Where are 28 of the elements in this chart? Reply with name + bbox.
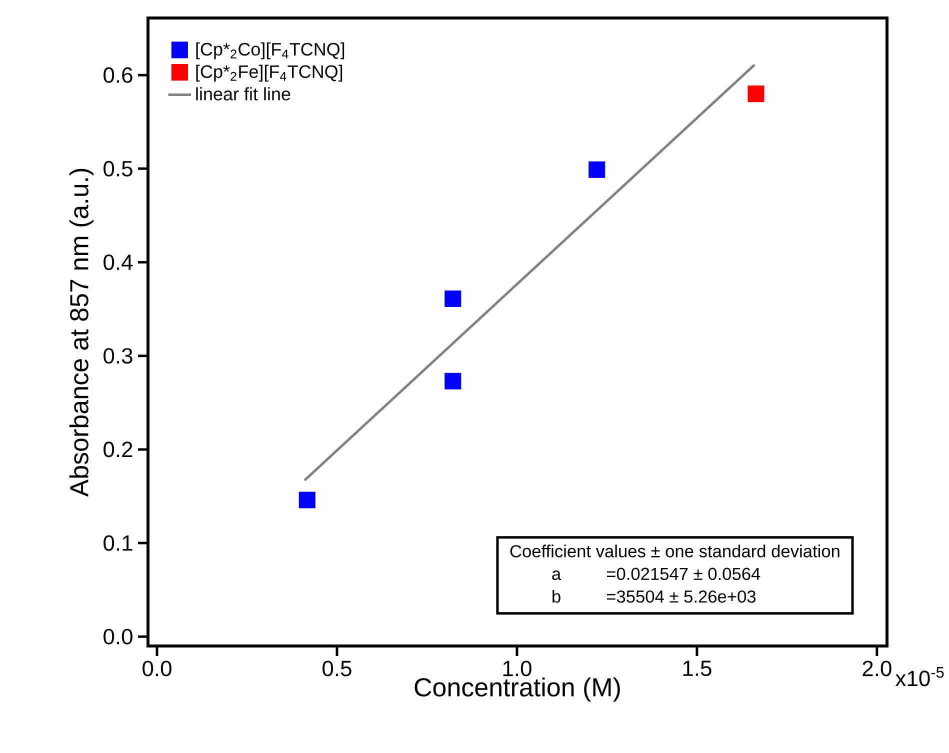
annotation: a bbox=[552, 570, 562, 580]
y-tick-label: 0.6 bbox=[104, 67, 132, 83]
y-tick-label: 0.1 bbox=[104, 535, 132, 551]
y-axis-title: Absorbance at 857 nm (a.u.) bbox=[69, 168, 94, 497]
annotation: =0.021547 ± 0.0564 bbox=[606, 568, 760, 580]
annotation: =35504 ± 5.26e+03 bbox=[606, 590, 756, 603]
point bbox=[298, 492, 316, 508]
x-tick-label: 0.0 bbox=[142, 660, 172, 676]
x-tick-label: 1.0 bbox=[503, 660, 532, 676]
y-tick-label: 0.4 bbox=[104, 254, 133, 270]
x-axis-title: Concentration (M) bbox=[414, 677, 620, 702]
point bbox=[444, 372, 462, 390]
point bbox=[748, 86, 764, 102]
y-tick-label: 0.2 bbox=[104, 442, 132, 458]
x-tick-label: 2.0 bbox=[862, 660, 892, 676]
legend-label: linear fit line bbox=[196, 87, 290, 100]
x-tick-label: 1.5 bbox=[683, 660, 712, 676]
point bbox=[588, 161, 606, 178]
text: x10$^{-5}$ bbox=[895, 667, 944, 686]
point bbox=[444, 290, 462, 308]
legend-label: [Cp*$_{2}$Co][F$_{4}$TCNQ] bbox=[196, 42, 344, 60]
y-tick-label: 0.3 bbox=[104, 348, 132, 364]
y-tick-label: 0.0 bbox=[104, 628, 132, 644]
y-tick-label: 0.5 bbox=[104, 160, 132, 176]
x-tick-label: 0.5 bbox=[322, 660, 352, 676]
legend-label: [Cp*$_{2}$Fe][F$_{4}$TCNQ] bbox=[196, 64, 342, 82]
annotation: Coefficient values ± one standard deviation bbox=[510, 544, 840, 558]
annotation: b bbox=[552, 590, 560, 603]
